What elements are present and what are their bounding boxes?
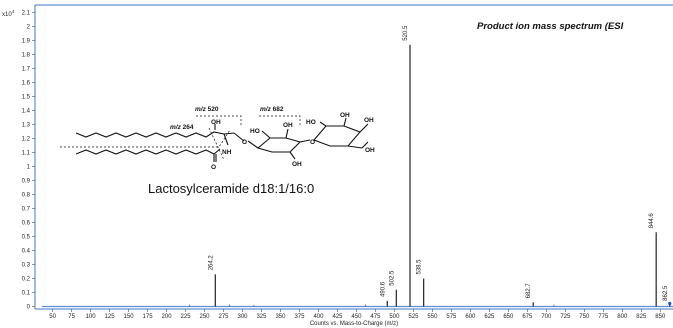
atom-oh-glucose-top: OH	[283, 122, 293, 129]
lactosylceramide-structure	[75, 117, 369, 162]
x-tick-label: 150	[124, 314, 135, 320]
y-tick-label: 0.7	[22, 207, 31, 213]
y-tick-label: 2.1	[22, 11, 31, 17]
y-tick-label: 1.5	[22, 95, 31, 101]
y-axis-ticks: 0 0.1 0.2 0.3 0.4 0.5 0.6 0.7 0.8 0.9 1 1.1 1.2 1.3 1.…	[22, 11, 35, 311]
x-tick-label: 675	[522, 314, 533, 320]
x-axis-ticks: 50 75 100 125 150 175 200 225 250 275 300 325 350 375…	[49, 309, 666, 320]
x-tick-label: 50	[49, 314, 56, 320]
x-tick-label: 400	[313, 314, 324, 320]
y-tick-label: 0	[27, 305, 31, 311]
x-tick-label: 375	[294, 314, 305, 320]
peak-label-264.2: 264.2	[208, 255, 214, 271]
x-tick-label: 575	[446, 314, 457, 320]
x-tick-label: 550	[427, 314, 438, 320]
y-tick-label: 0.9	[22, 179, 31, 185]
y-tick-label: 1.8	[22, 53, 31, 59]
y-tick-label: 1.1	[22, 151, 31, 157]
peak-label-682.7: 682.7	[526, 283, 532, 299]
x-tick-label: 750	[579, 314, 590, 320]
y-tick-label: 0.6	[22, 221, 31, 227]
atom-ho-galactose: HO	[306, 119, 316, 126]
chart-title: Product ion mass spectrum (ESI	[477, 21, 624, 32]
x-tick-label: 450	[351, 314, 362, 320]
y-tick-label: 1.9	[22, 39, 31, 45]
peak-label-538.5: 538.5	[417, 259, 423, 275]
peak-label-490.6: 490.6	[380, 281, 386, 297]
atom-o-carbonyl: O	[211, 164, 216, 171]
x-tick-label: 600	[465, 314, 476, 320]
minor-peaks	[188, 304, 555, 307]
x-tick-label: 250	[200, 314, 211, 320]
fragment-label-mz-264: m/z 264	[170, 124, 194, 131]
y-tick-label: 1	[27, 165, 31, 171]
y-tick-label: 1.4	[22, 109, 31, 115]
x-tick-label: 800	[617, 314, 628, 320]
atom-nh: NH	[222, 149, 232, 156]
fragment-label-mz-520: m/z 520	[195, 106, 219, 113]
y-tick-label: 2	[27, 25, 31, 31]
y-tick-label: 1.3	[22, 123, 31, 129]
x-tick-label: 850	[655, 314, 666, 320]
peak-marker-dot	[668, 301, 672, 306]
atom-ho-glucose: HO	[250, 128, 260, 135]
galactose-ring	[313, 125, 361, 147]
x-tick-label: 650	[503, 314, 514, 320]
x-tick-label: 350	[275, 314, 286, 320]
x-tick-label: 775	[598, 314, 609, 320]
atom-oh-galactose-bottom: OH	[365, 147, 375, 154]
x-axis-label: Counts vs. Mass-to-Charge (m/z)	[310, 321, 398, 327]
atom-oh-ceramide: OH	[211, 119, 221, 126]
x-tick-label: 825	[636, 314, 647, 320]
x-tick-label: 475	[370, 314, 381, 320]
atom-o-glucose-link: O	[310, 139, 315, 146]
x-tick-label: 75	[68, 314, 75, 320]
peak-label-520.5: 520.5	[403, 25, 409, 41]
fatty-acid-chain	[75, 149, 215, 155]
atom-oh-galactose-right: OH	[364, 117, 374, 124]
y-tick-label: 0.3	[22, 263, 31, 269]
y-multiplier: x104	[2, 9, 15, 18]
x-tick-label: 275	[219, 314, 230, 320]
peak-label-502.5: 502.5	[389, 270, 395, 286]
x-tick-label: 525	[408, 314, 419, 320]
x-tick-label: 425	[332, 314, 343, 320]
compound-name: Lactosylceramide d18:1/16:0	[148, 181, 314, 196]
x-tick-label: 100	[86, 314, 97, 320]
peak-label-862.5: 862.5	[663, 285, 669, 301]
sphingosine-chain	[75, 131, 225, 138]
y-tick-label: 1.7	[22, 67, 31, 73]
y-tick-label: 0.8	[22, 193, 31, 199]
x-tick-label: 125	[105, 314, 116, 320]
y-tick-label: 1.2	[22, 137, 31, 143]
x-tick-label: 625	[484, 314, 495, 320]
x-tick-label: 300	[237, 314, 248, 320]
y-tick-label: 0.5	[22, 235, 31, 241]
x-tick-label: 175	[143, 314, 154, 320]
y-tick-label: 1.6	[22, 81, 31, 87]
x-tick-label: 225	[181, 314, 192, 320]
x-tick-label: 725	[560, 314, 571, 320]
fragment-label-mz-682: m/z 682	[260, 106, 284, 113]
peak-label-844.6: 844.6	[649, 213, 655, 229]
fragmentation-brackets	[60, 115, 301, 161]
atom-oh-galactose-top: OH	[340, 112, 350, 119]
y-tick-label: 0.2	[22, 277, 31, 283]
glucose-ring	[256, 137, 302, 153]
x-tick-label: 500	[389, 314, 400, 320]
y-tick-label: 0.4	[22, 249, 31, 255]
atom-o-glycosidic: O	[242, 139, 247, 146]
x-tick-label: 200	[162, 314, 173, 320]
y-tick-label: 0.1	[22, 291, 31, 297]
x-tick-label: 700	[541, 314, 552, 320]
atom-oh-glucose-bottom: OH	[292, 161, 302, 168]
x-tick-label: 325	[256, 314, 267, 320]
